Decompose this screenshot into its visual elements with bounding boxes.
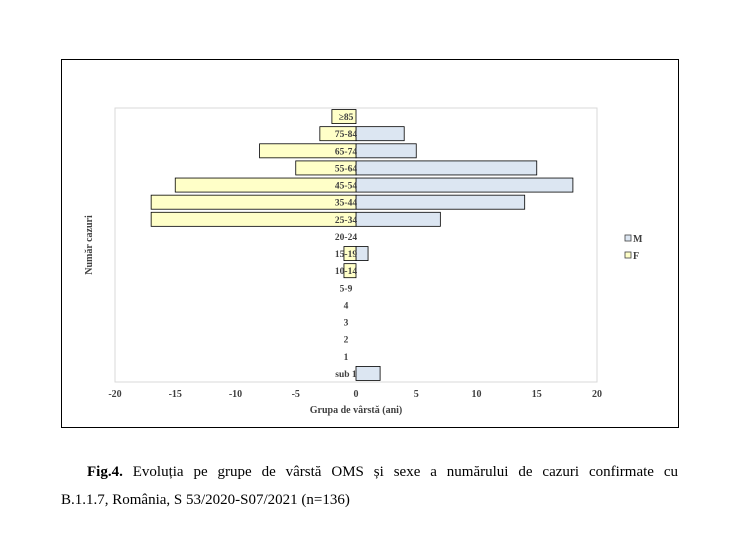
category-label: 3 (344, 319, 349, 329)
bars-layer (150, 109, 574, 381)
x-tick-labels-layer: -20 -15 -10 -5 0 5 10 15 20 (108, 389, 602, 400)
bar-f-15-19 (343, 246, 357, 261)
x-tick-label: -20 (108, 389, 121, 400)
plot-area (114, 107, 598, 383)
y-axis-title: Număr cazuri (84, 215, 95, 275)
bar-f-55-64 (295, 160, 357, 176)
category-label: 15-19 (335, 250, 357, 260)
bar-m-55-64 (355, 160, 538, 176)
figure-label: Fig.4. (87, 464, 123, 480)
category-label: 10-14 (335, 267, 357, 277)
category-label: 45-54 (335, 182, 357, 192)
category-labels-layer: sub 1 1 2 3 4 5-9 10-14 15-19 20-24 25-34 35-44 45-… (335, 113, 357, 380)
legend-swatch-m (624, 234, 632, 242)
bar-f-25-34 (150, 211, 357, 227)
caption-text-line1: Evoluția pe grupe de vârstă OMS și sexe … (132, 464, 678, 480)
x-tick-label: 5 (414, 389, 419, 400)
x-tick-label: 15 (532, 389, 542, 400)
legend: M F (624, 234, 643, 262)
bar-f-75-84 (319, 126, 357, 142)
x-axis-title: Grupa de vârstă (ani) (310, 405, 403, 416)
x-tick-label: -5 (292, 389, 300, 400)
x-tick-label: -15 (169, 389, 182, 400)
bar-f-35-44 (150, 194, 357, 210)
legend-swatch-f (624, 251, 632, 259)
bar-f-85 (331, 109, 357, 124)
figure-caption: Fig.4. Evoluția pe grupe de vârstă OMS ș… (61, 458, 678, 514)
bar-f-45-54 (174, 177, 357, 193)
bar-m-25-34 (355, 211, 441, 227)
category-label: 25-34 (335, 216, 357, 226)
x-tick-label: 10 (472, 389, 482, 400)
bar-m-65-74 (355, 143, 417, 159)
population-pyramid-chart: sub 1 1 2 3 4 5-9 10-14 15-19 20-24 25-34 35-44 45-… (84, 107, 643, 416)
bar-f-65-74 (259, 143, 357, 159)
category-label: 55-64 (335, 164, 357, 174)
category-label: 2 (344, 336, 349, 346)
category-label: ≥85 (339, 113, 354, 123)
caption-text-line2: B.1.1.7, România, S 53/2020-S07/2021 (n=… (61, 492, 350, 508)
category-label: 5-9 (340, 284, 353, 294)
category-label: 35-44 (335, 199, 357, 209)
x-tick-label: -10 (229, 389, 242, 400)
legend-label-m: M (633, 234, 643, 245)
bar-m-sub-1 (355, 366, 381, 381)
bar-m-75-84 (355, 126, 405, 142)
category-label: 1 (344, 353, 349, 363)
category-label: 65-74 (335, 147, 357, 157)
figure-frame: sub 1 1 2 3 4 5-9 10-14 15-19 20-24 25-34 35-44 45-… (61, 59, 679, 428)
category-label: sub 1 (335, 370, 357, 380)
bar-m-35-44 (355, 194, 526, 210)
bar-m-15-19 (355, 246, 369, 261)
bar-m-45-54 (355, 177, 574, 193)
category-label: 20-24 (335, 233, 357, 243)
bar-f-10-14 (343, 263, 357, 279)
x-tick-label: 20 (592, 389, 602, 400)
category-label: 4 (344, 301, 349, 311)
legend-label-f: F (633, 251, 639, 262)
category-label: 75-84 (335, 130, 357, 140)
x-tick-label: 0 (354, 389, 359, 400)
